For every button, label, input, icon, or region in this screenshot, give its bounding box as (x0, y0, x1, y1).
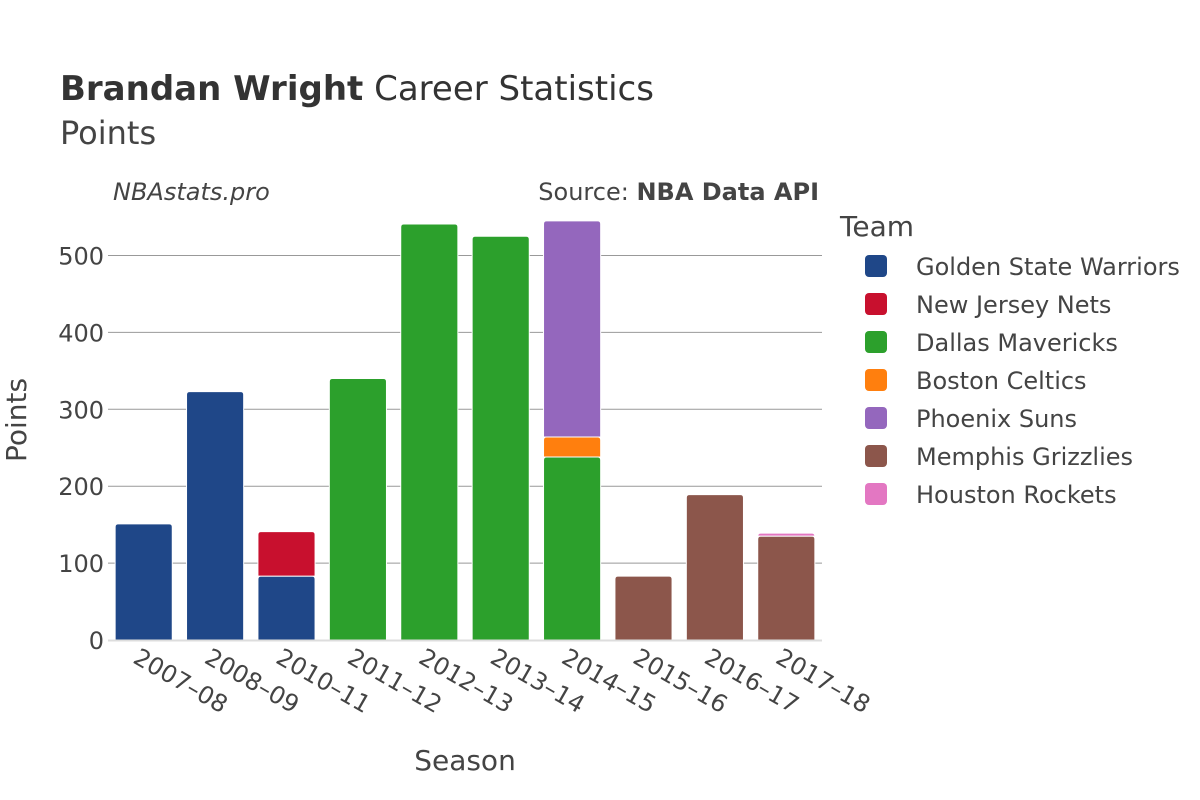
bar-segment[interactable] (400, 223, 459, 641)
legend-item[interactable]: Boston Celtics (865, 367, 1087, 395)
y-tick-label: 0 (89, 627, 104, 655)
watermark: NBAstats.pro (113, 178, 270, 206)
x-tick-labels: 2007–082008–092010–112011–122012–132013–… (129, 643, 875, 719)
bar-segment[interactable] (257, 531, 316, 577)
legend-label: Houston Rockets (916, 481, 1117, 509)
y-tick-label: 300 (58, 396, 104, 424)
legend-swatch (865, 369, 887, 391)
legend-swatch (865, 445, 887, 467)
y-tick-label: 100 (58, 550, 104, 578)
legend-item[interactable]: Golden State Warriors (865, 253, 1180, 281)
y-tick-label: 200 (58, 473, 104, 501)
legend-swatch (865, 331, 887, 353)
bar-segment[interactable] (471, 235, 530, 641)
legend-item[interactable]: Phoenix Suns (865, 405, 1077, 433)
legend-swatch (865, 483, 887, 505)
legend-swatch (865, 293, 887, 315)
bar-segment[interactable] (757, 535, 816, 641)
y-tick-labels: 0 100 200 300 400 500 (58, 243, 104, 656)
chart-title-rest: Career Statistics (363, 69, 654, 109)
chart-title-bold: Brandan Wright (60, 69, 363, 109)
y-tick-label: 500 (58, 243, 104, 271)
bar-segment[interactable] (328, 378, 387, 641)
y-tick-label: 400 (58, 319, 104, 347)
chart-title: Brandan Wright Career Statistics (60, 69, 654, 109)
source-name: NBA Data API (636, 178, 819, 206)
bar-segment[interactable] (757, 532, 816, 537)
legend-label: Phoenix Suns (916, 405, 1077, 433)
legend-item[interactable]: New Jersey Nets (865, 291, 1111, 319)
bar-segment[interactable] (186, 391, 245, 641)
bar-segment[interactable] (685, 494, 744, 641)
legend-label: Memphis Grizzlies (916, 443, 1133, 471)
legend-item[interactable]: Memphis Grizzlies (865, 443, 1133, 471)
chart-subtitle: Points (60, 114, 156, 152)
legend: Team Golden State Warriors New Jersey Net… (839, 210, 1180, 509)
bars (114, 220, 816, 641)
bar-segment[interactable] (257, 575, 316, 641)
bar-segment[interactable] (614, 575, 673, 641)
source-label: Source: NBA Data API (538, 178, 819, 206)
legend-swatch (865, 255, 887, 277)
legend-item[interactable]: Houston Rockets (865, 481, 1117, 509)
source-prefix: Source: (538, 178, 636, 206)
legend-label: Boston Celtics (916, 367, 1087, 395)
y-axis-title: Points (0, 378, 33, 462)
legend-label: Dallas Mavericks (916, 329, 1118, 357)
legend-label: Golden State Warriors (916, 253, 1180, 281)
bar-segment[interactable] (543, 220, 602, 438)
x-axis-title: Season (414, 744, 516, 777)
legend-title: Team (839, 210, 914, 243)
bar-segment[interactable] (543, 456, 602, 641)
legend-item[interactable]: Dallas Mavericks (865, 329, 1118, 357)
legend-swatch (865, 407, 887, 429)
bar-segment[interactable] (543, 436, 602, 458)
legend-label: New Jersey Nets (916, 291, 1111, 319)
bar-segment[interactable] (114, 523, 173, 641)
